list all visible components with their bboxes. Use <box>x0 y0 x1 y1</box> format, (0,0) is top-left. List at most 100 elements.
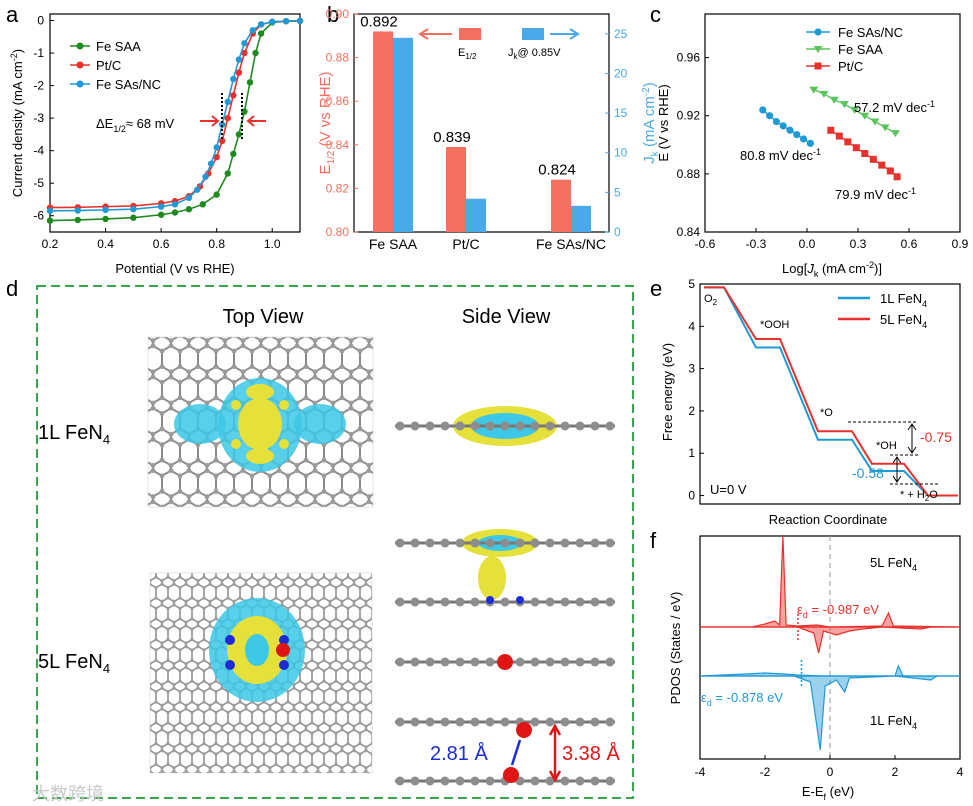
data-point <box>252 49 259 57</box>
slope-label-fe-sas-nc: 80.8 mV dec-1 <box>740 147 821 163</box>
category-label: Pt/C <box>452 236 479 252</box>
carbon-atom <box>470 538 480 548</box>
panel-letter-b: b <box>327 2 339 27</box>
series-label-1l: 1L FeN4 <box>870 713 917 731</box>
data-point <box>74 216 81 224</box>
carbon-atom <box>560 717 570 727</box>
carbon-atom <box>470 657 480 667</box>
top-view-5l-image <box>149 572 373 774</box>
bar-jk <box>571 205 591 232</box>
legend-label: Pt/C <box>838 59 863 74</box>
x-tick-label: 0 <box>827 765 834 779</box>
category-label: Fe SAs/NC <box>536 236 606 252</box>
carbon-atom <box>560 597 570 607</box>
gap-label-blue: -0.58 <box>852 465 884 481</box>
bars-group: 0.892 0.839 0.824 <box>360 13 591 233</box>
distance-arrow-blue <box>510 739 522 766</box>
carbon-atom <box>425 657 435 667</box>
carbon-atom <box>575 538 585 548</box>
data-point <box>779 122 787 130</box>
data-point <box>157 211 165 218</box>
plot-frame <box>699 283 961 505</box>
data-point <box>893 173 901 181</box>
data-point <box>185 194 193 202</box>
data-point <box>46 207 54 215</box>
x-tick-label: 0.2 <box>42 237 59 251</box>
x-tick-label: 0.4 <box>97 237 114 251</box>
panel-b-bar-chart: 0.892 0.839 0.824 0.80 0.82 0.84 0.86 0.88 0.90… <box>317 7 661 252</box>
arrow-left <box>246 115 266 127</box>
carbon-atom <box>545 776 555 786</box>
y-tick-label: 0.80 <box>326 225 350 239</box>
carbon-atom <box>605 776 615 786</box>
carbon-atom <box>410 657 420 667</box>
series-line <box>49 20 301 209</box>
series-group <box>759 86 901 181</box>
x-tick-label: 0.9 <box>952 237 969 251</box>
data-point <box>870 118 880 126</box>
data-point <box>886 167 894 175</box>
left-y-axis-label: E1/2 (V vs RHE) <box>317 71 337 174</box>
y-axis-label: E (V vs RHE) <box>656 84 671 161</box>
carbon-atom <box>575 421 585 431</box>
y-tick-label: 20 <box>614 66 628 80</box>
y-tick-label: -2 <box>33 79 44 93</box>
carbon-atom <box>575 657 585 667</box>
row-label-5l: 5L FeN4 <box>38 651 110 676</box>
data-point <box>249 27 256 34</box>
data-point <box>207 160 215 167</box>
panel-letter-d: d <box>6 276 18 301</box>
y-tick-label: 0 <box>688 489 695 503</box>
x-tick-label: 4 <box>957 765 964 779</box>
data-point <box>171 201 179 208</box>
carbon-atom <box>515 421 525 431</box>
carbon-atom <box>500 717 510 727</box>
carbon-atom <box>440 776 450 786</box>
x-tick-label: 0.3 <box>850 237 867 251</box>
carbon-atom <box>485 421 495 431</box>
data-point <box>282 17 290 25</box>
legend-marker <box>814 28 822 36</box>
carbon-atom <box>485 538 495 548</box>
panel-a-lsv-chart: 0.2 0.4 0.6 0.8 1.0 0 -1 -2 -3 -4 -5 -6 Potential … <box>9 13 304 276</box>
carbon-atom <box>500 597 510 607</box>
x-tick-label: 0.8 <box>208 237 225 251</box>
series-group <box>46 17 304 224</box>
carbon-atom <box>455 421 465 431</box>
x-ticks: -0.6 -0.3 0.0 0.3 0.6 0.9 <box>695 228 969 251</box>
data-point <box>102 215 109 223</box>
nitrogen-atom <box>486 596 494 604</box>
legend-label: 5L FeN4 <box>880 312 927 330</box>
data-point <box>766 112 774 120</box>
data-point <box>202 173 209 180</box>
carbon-atom <box>425 776 435 786</box>
carbon-atom <box>545 717 555 727</box>
x-tick-label: 0.6 <box>901 237 918 251</box>
carbon-atom <box>395 597 405 607</box>
bar-jk <box>393 37 413 233</box>
data-point <box>827 126 835 134</box>
carbon-atom <box>455 597 465 607</box>
bar-value-label: 0.839 <box>433 129 471 146</box>
data-point <box>890 130 900 138</box>
carbon-atom <box>515 538 525 548</box>
x-tick-label: 1.0 <box>264 237 281 251</box>
data-point <box>835 132 843 140</box>
panel-letter-e: e <box>650 276 662 301</box>
fe-atom-bottom <box>503 767 519 783</box>
y-tick-label: 0 <box>614 225 621 239</box>
legend-marker <box>76 80 84 88</box>
x-ticks: 0.2 0.4 0.6 0.8 1.0 <box>42 228 281 251</box>
y-tick-label: 2 <box>688 404 695 418</box>
legend: Fe SAs/NC Fe SAA Pt/C <box>806 25 903 74</box>
carbon-atom <box>395 421 405 431</box>
legend-swatch-jk <box>522 28 544 40</box>
y-tick-label: 3 <box>688 362 695 376</box>
step-label: *OOH <box>760 319 789 331</box>
x-axis-label: Log[Jk (mA cm-2)] <box>782 260 882 279</box>
carbon-atom <box>590 597 600 607</box>
y-tick-label: 0.88 <box>326 51 350 65</box>
legend: E1/2 Jk@ 0.85V <box>418 28 580 61</box>
data-point <box>230 150 237 158</box>
